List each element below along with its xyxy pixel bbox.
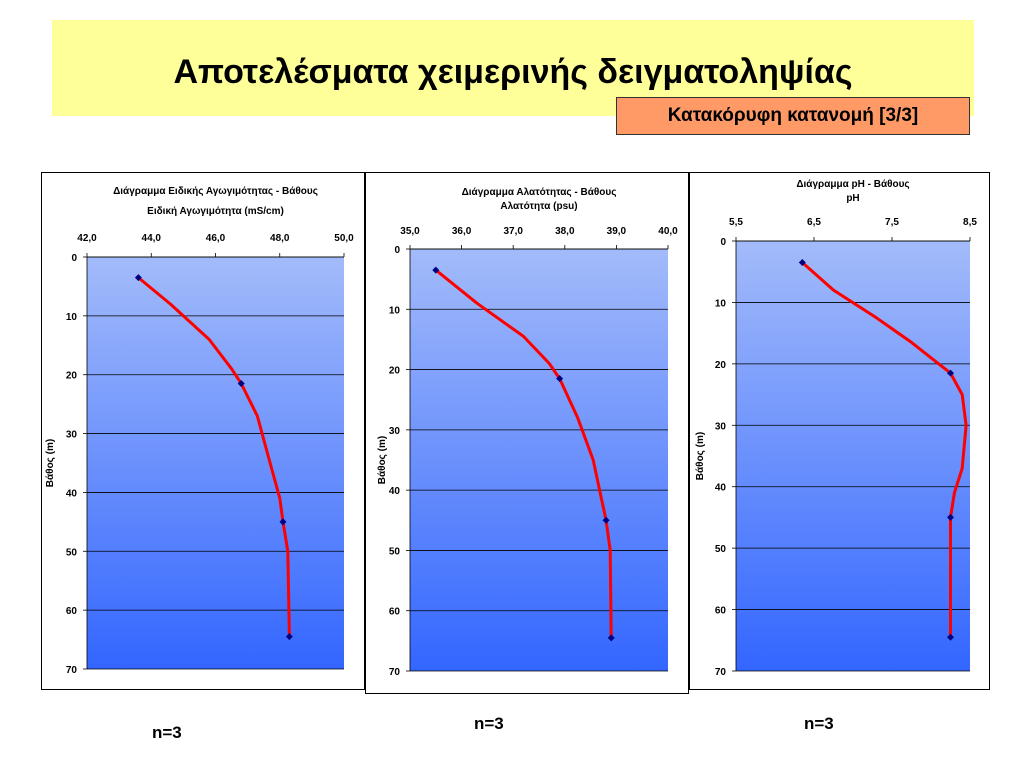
x-tick-label: 5,5: [729, 217, 743, 228]
y-tick-label: 20: [66, 371, 78, 382]
chart-panel-salinity: 0 10 20 30 40 50 60 70 35,0 36,0 37,0 38,0 39,0 40,0 Δ…: [365, 172, 689, 694]
chart-svg: 0 10 20 30 40 50 60 70 35,0 36,0 37,0 38,0 39,0 40,0 Δ…: [377, 187, 678, 678]
y-tick-label: 50: [389, 546, 401, 557]
data-point-marker: [947, 633, 954, 641]
x-axis-title: pH: [846, 193, 859, 204]
chart-panel-conductivity: 0 10 20 30 40 50 60 70 42,0 44,0 46,0 48,0 50,0 Διάγρ…: [41, 172, 365, 690]
y-tick-label: 70: [66, 665, 78, 676]
y-tick-label: 70: [715, 667, 727, 678]
data-point-marker: [607, 634, 615, 642]
y-tick-label: 70: [389, 667, 401, 678]
chart-svg: 0 10 20 30 40 50 60 70 5,5 6,5 7,5 8,5 Διάγραμμα pH …: [695, 179, 977, 678]
y-tick-label: 10: [715, 298, 727, 309]
y-tick-label: 50: [66, 547, 78, 558]
chart-svg: 0 10 20 30 40 50 60 70 42,0 44,0 46,0 48,0 50,0 Διάγρ…: [45, 186, 354, 676]
series-line: [136, 276, 291, 639]
chart-title: Διάγραμμα Ειδικής Αγωγιμότητας - Βάθους: [113, 186, 318, 197]
chart-title: Διάγραμμα pH - Βάθους: [796, 179, 909, 190]
x-tick-label: 8,5: [963, 217, 977, 228]
chart-panel-ph: 0 10 20 30 40 50 60 70 5,5 6,5 7,5 8,5 Διάγραμμα pH …: [689, 172, 990, 690]
x-tick-label: 48,0: [270, 233, 290, 244]
plot-area: [410, 249, 668, 671]
series-line: [434, 268, 613, 640]
x-tick-label: 36,0: [452, 226, 472, 237]
x-tick-label: 40,0: [658, 226, 678, 237]
x-tick-label: 42,0: [77, 233, 97, 244]
sample-count-label: n=3: [152, 723, 182, 742]
data-point-marker: [285, 633, 293, 641]
x-tick-label: 35,0: [400, 226, 420, 237]
y-axis-title: Βάθος (m): [45, 439, 56, 487]
y-tick-label: 60: [715, 606, 727, 617]
data-point-marker: [947, 513, 954, 521]
data-point-marker: [602, 516, 610, 524]
data-point-marker: [947, 369, 954, 377]
y-tick-label: 60: [389, 607, 401, 618]
chart-title: Διάγραμμα Αλατότητας - Βάθους: [462, 187, 617, 198]
data-point-marker: [134, 274, 142, 282]
x-tick-label: 37,0: [503, 226, 523, 237]
data-point-marker: [556, 375, 564, 383]
subtitle-box: Κατακόρυφη κατανομή [3/3]: [616, 97, 970, 135]
y-tick-label: 0: [720, 237, 726, 248]
data-point-marker: [798, 259, 806, 266]
x-tick-label: 44,0: [142, 233, 162, 244]
y-tick-label: 30: [715, 421, 727, 432]
y-axis-title: Βάθος (m): [377, 436, 388, 484]
title-band: Αποτελέσματα χειμερινής δειγματοληψίας: [52, 20, 974, 116]
plot-area: [736, 241, 970, 671]
plot-area: [87, 257, 344, 669]
y-axis-title: Βάθος (m): [695, 432, 706, 480]
x-tick-label: 38,0: [555, 226, 575, 237]
y-tick-label: 20: [389, 366, 401, 377]
y-tick-label: 40: [715, 483, 727, 494]
data-point-marker: [432, 266, 440, 274]
x-axis-title: Αλατότητα (psu): [500, 201, 577, 212]
sample-count-label: n=3: [474, 714, 504, 733]
x-tick-label: 7,5: [885, 217, 899, 228]
y-tick-label: 30: [66, 430, 78, 441]
y-tick-label: 50: [715, 544, 727, 555]
y-tick-label: 40: [66, 488, 78, 499]
x-tick-label: 46,0: [206, 233, 226, 244]
y-tick-label: 40: [389, 486, 401, 497]
x-axis-title: Ειδική Αγωγιμότητα (mS/cm): [147, 206, 284, 217]
x-tick-label: 39,0: [607, 226, 627, 237]
data-point-marker: [237, 380, 245, 388]
y-tick-label: 10: [66, 312, 78, 323]
data-point-marker: [279, 518, 287, 526]
x-tick-label: 6,5: [807, 217, 821, 228]
x-tick-label: 50,0: [334, 233, 354, 244]
y-tick-label: 10: [389, 305, 401, 316]
y-tick-label: 60: [66, 606, 78, 617]
page-title: Αποτελέσματα χειμερινής δειγματοληψίας: [173, 53, 853, 91]
y-tick-label: 0: [71, 253, 77, 264]
y-tick-label: 30: [389, 426, 401, 437]
sample-count-label: n=3: [804, 714, 834, 733]
y-tick-label: 20: [715, 360, 727, 371]
y-tick-label: 0: [394, 245, 400, 256]
